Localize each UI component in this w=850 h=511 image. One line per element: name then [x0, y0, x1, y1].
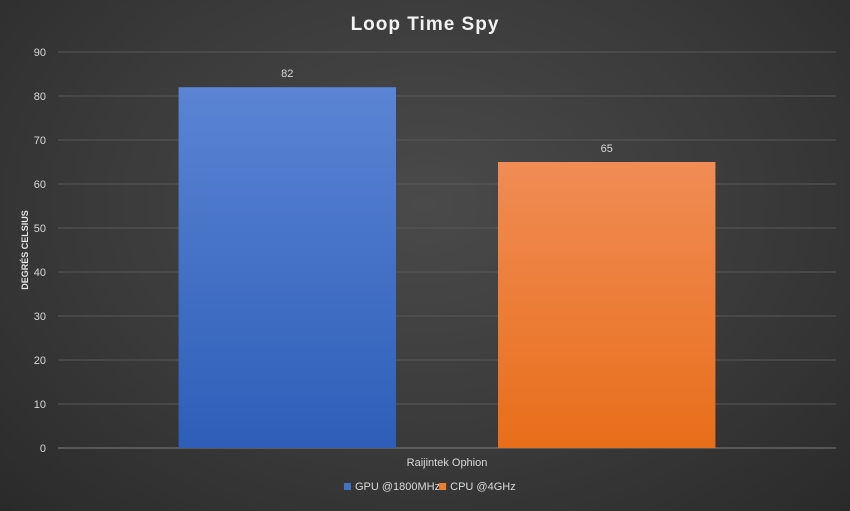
y-tick-label: 0: [40, 443, 46, 455]
y-tick-label: 50: [34, 223, 46, 235]
legend-label: GPU @1800MHz: [355, 481, 440, 493]
y-tick-label: 60: [34, 179, 46, 191]
y-tick-label: 10: [34, 399, 46, 411]
y-tick-label: 20: [34, 355, 46, 367]
bar-cpu: [497, 162, 716, 448]
y-tick-label: 40: [34, 267, 46, 279]
y-axis-ticks: 0 10 20 30 40 50 60 70 80 90: [34, 47, 46, 455]
bar-gpu: [178, 87, 397, 448]
x-tick-label: Raijintek Ophion: [407, 457, 488, 469]
data-label: 82: [281, 68, 293, 80]
data-label: 65: [601, 143, 613, 155]
chart-title: Loop Time Spy: [351, 14, 500, 35]
legend-label: CPU @4GHz: [450, 481, 516, 493]
x-axis-ticks: Raijintek Ophion: [407, 457, 488, 469]
y-tick-label: 90: [34, 47, 46, 59]
y-axis-label: DEGRÉS CELSIUS: [20, 210, 30, 290]
y-tick-label: 70: [34, 135, 46, 147]
bars: 82 65: [178, 68, 716, 448]
legend-swatch: [343, 483, 351, 490]
legend: GPU @1800MHz CPU @4GHz: [343, 481, 516, 493]
y-tick-label: 80: [34, 91, 46, 103]
legend-swatch: [439, 483, 447, 490]
gridlines: [58, 51, 836, 449]
y-tick-label: 30: [34, 311, 46, 323]
